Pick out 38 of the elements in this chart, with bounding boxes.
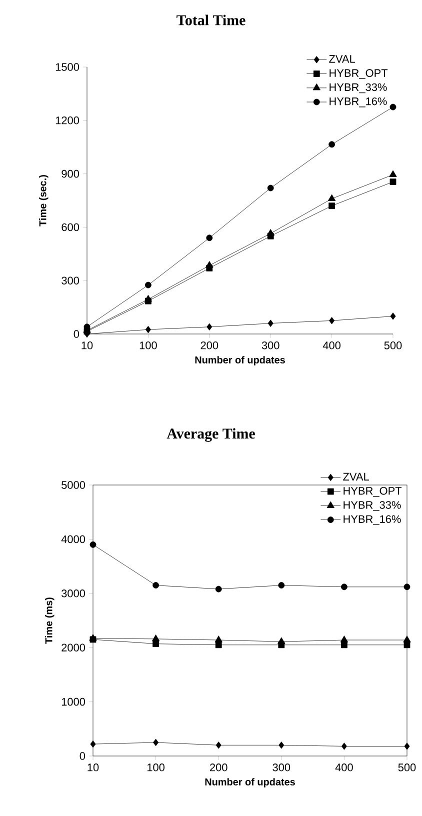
- legend-label: HYBR_33%: [330, 83, 387, 94]
- y-tick-label: 1200: [56, 116, 80, 124]
- y-tick-label: 300: [62, 276, 80, 284]
- legend-label: ZVAL: [343, 472, 369, 480]
- chart-title: Total Time: [176, 14, 246, 26]
- x-tick-label: 100: [147, 764, 164, 772]
- y-tick-label: 1000: [62, 698, 86, 706]
- x-tick-label: 300: [262, 342, 280, 350]
- x-tick-label: 10: [82, 342, 93, 350]
- y-axis-title: Time (ms): [44, 598, 54, 644]
- x-tick-label: 400: [335, 764, 353, 772]
- x-tick-label: 10: [88, 764, 99, 772]
- y-axis-title: Time (sec.): [38, 175, 48, 226]
- legend-label: HYBR_33%: [344, 501, 401, 511]
- legend-label: ZVAL: [329, 55, 355, 63]
- legend-label: HYBR_OPT: [344, 486, 402, 497]
- x-axis-title: Number of updates: [195, 356, 285, 366]
- legend-label: HYBR_16%: [344, 515, 401, 526]
- y-tick-label: 5000: [62, 481, 86, 489]
- y-tick-label: 1500: [56, 63, 80, 71]
- x-tick-label: 300: [272, 764, 290, 772]
- y-tick-label: 600: [62, 223, 80, 232]
- y-tick-label: 2000: [62, 644, 86, 652]
- legend-label: HYBR_OPT: [330, 69, 388, 79]
- y-tick-label: 900: [62, 170, 80, 178]
- x-tick-label: 400: [322, 342, 340, 350]
- x-tick-label: 100: [140, 342, 157, 350]
- legend-label: HYBR_16%: [330, 97, 387, 108]
- y-tick-label: 4000: [61, 535, 86, 544]
- chart-title: Average Time: [166, 428, 255, 442]
- y-tick-label: 3000: [62, 590, 86, 598]
- x-tick-label: 200: [210, 764, 228, 772]
- y-tick-label: 0: [74, 330, 80, 338]
- x-tick-label: 500: [384, 342, 402, 350]
- x-tick-label: 500: [398, 764, 416, 772]
- x-tick-label: 200: [200, 342, 218, 350]
- x-axis-title: Number of updates: [205, 778, 295, 788]
- y-tick-label: 0: [80, 752, 86, 760]
